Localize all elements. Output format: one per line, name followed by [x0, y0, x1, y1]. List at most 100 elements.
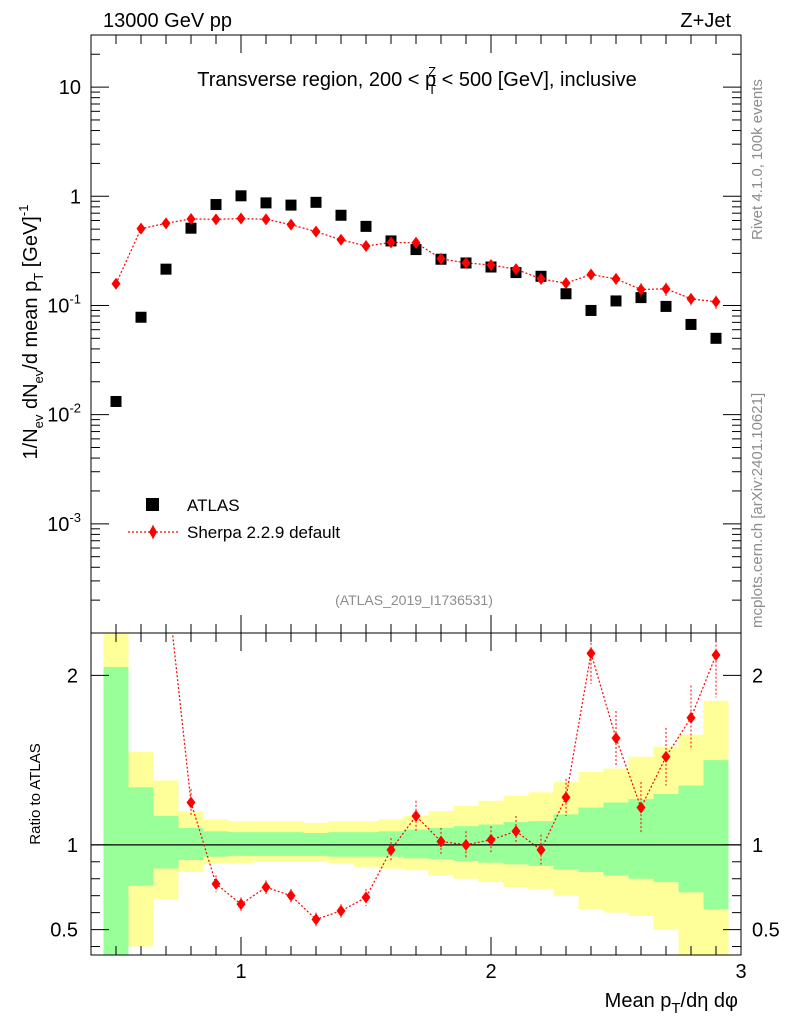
- sherpa-point: [486, 258, 496, 271]
- ratio-band-green: [703, 760, 729, 910]
- sherpa-ratio-point: [586, 647, 596, 660]
- sherpa-ratio-point: [236, 898, 246, 911]
- ratio-band-green: [653, 794, 679, 883]
- sherpa-ratio-point: [186, 796, 196, 809]
- sherpa-ratio-point: [411, 810, 421, 823]
- sherpa-point: [636, 283, 646, 296]
- sherpa-ratio-point: [486, 833, 496, 846]
- sherpa-ratio-point: [386, 843, 396, 856]
- ratio-y-axis-label: Ratio to ATLAS: [27, 743, 44, 844]
- sherpa-point: [461, 256, 471, 269]
- sherpa-point: [386, 236, 396, 249]
- sherpa-ratio-point: [636, 801, 646, 814]
- ratio-band-green: [278, 832, 304, 856]
- sherpa-point: [361, 240, 371, 253]
- ratio-band-green: [178, 827, 204, 861]
- main-frame: [90, 34, 742, 634]
- ratio-band-green: [403, 829, 429, 859]
- atlas-point: [360, 220, 372, 232]
- chart-title: Transverse region, 200 < pZ T < 500 [GeV]…: [197, 64, 636, 97]
- main-y-tick-label: 10-2: [47, 401, 81, 427]
- atlas-point: [685, 318, 697, 330]
- legend-atlas-marker: [146, 498, 159, 511]
- atlas-point: [285, 199, 297, 211]
- atlas-point: [635, 292, 647, 304]
- sherpa-ratio-point: [661, 750, 671, 763]
- sherpa-point: [111, 277, 121, 290]
- ratio-panel: 1 2 3 0.5 0.5 1 1 2 2: [50, 632, 780, 983]
- ratio-band-green: [203, 831, 229, 857]
- ratio-band-green: [603, 802, 629, 876]
- atlas-point: [160, 263, 172, 275]
- sherpa-ratio-point: [336, 904, 346, 917]
- sherpa-point: [311, 225, 321, 238]
- ratio-y-tick-label: 2: [67, 665, 78, 687]
- ratio-series: [171, 633, 721, 927]
- header-left: 13000 GeV pp: [103, 10, 232, 32]
- sherpa-point: [411, 236, 421, 249]
- sherpa-point: [211, 213, 221, 226]
- sherpa-point: [686, 292, 696, 305]
- atlas-point: [560, 288, 572, 300]
- ratio-band-green: [103, 666, 129, 955]
- sherpa-ratio-point: [286, 889, 296, 902]
- atlas-point: [235, 190, 247, 202]
- sherpa-point: [611, 272, 621, 285]
- ratio-band-green: [228, 832, 254, 856]
- main-y-tick-label: 10-1: [47, 291, 81, 317]
- main-y-tick-label: 10: [59, 77, 81, 99]
- sherpa-point: [511, 263, 521, 276]
- atlas-point: [310, 196, 322, 208]
- atlas-point: [110, 395, 122, 407]
- atlas-point: [335, 209, 347, 221]
- x-axis-label: Mean pT/dη dφ: [605, 990, 738, 1017]
- main-y-axis-label: 1/Nev dNev/d mean pT [GeV]-1: [16, 205, 46, 460]
- sherpa-point: [711, 295, 721, 308]
- sherpa-ratio-point: [511, 825, 521, 838]
- ratio-y-tick-label: 0.5: [50, 920, 78, 942]
- ratio-band-green: [553, 814, 579, 870]
- sherpa-ratio-point: [536, 843, 546, 856]
- sherpa-point: [561, 277, 571, 290]
- sherpa-point: [336, 233, 346, 246]
- sherpa-point: [161, 217, 171, 230]
- legend-atlas-label: ATLAS: [187, 496, 240, 515]
- atlas-point: [185, 222, 197, 234]
- sherpa-ratio-point: [436, 835, 446, 848]
- sherpa-point: [536, 272, 546, 285]
- main-y-tick-label: 1: [70, 186, 81, 208]
- atlas-point: [260, 197, 272, 209]
- sherpa-ratio-point: [686, 711, 696, 724]
- ratio-y-tick-label-right: 0.5: [752, 920, 780, 942]
- atlas-point: [610, 295, 622, 307]
- atlas-point: [585, 304, 597, 316]
- ratio-y-tick-label-right: 1: [752, 835, 763, 857]
- sherpa-point: [136, 222, 146, 235]
- ratio-band-green: [253, 832, 279, 856]
- sherpa-ratio-point: [311, 913, 321, 926]
- sherpa-line: [115, 217, 717, 303]
- main-panel: Transverse region, 200 < pZ T < 500 [GeV]…: [16, 34, 742, 634]
- rivet-label: Rivet 4.1.0, 100k events: [749, 79, 766, 240]
- ratio-x-tick-label: 3: [735, 961, 746, 983]
- ratio-band-green: [578, 807, 604, 872]
- ratio-y-tick-label: 1: [67, 835, 78, 857]
- sherpa-point: [261, 213, 271, 226]
- ratio-band-green: [128, 787, 154, 886]
- ratio-band-green: [678, 785, 704, 893]
- sherpa-ratio-point: [361, 891, 371, 904]
- mcplots-label: mcplots.cern.ch [arXiv:2401.10621]: [749, 393, 766, 628]
- sherpa-ratio-point: [711, 649, 721, 662]
- ratio-x-tick-label: 1: [235, 961, 246, 983]
- main-y-tick-label: 10-3: [47, 510, 81, 536]
- sherpa-ratio-point: [611, 732, 621, 745]
- ratio-band-green: [153, 816, 179, 869]
- sherpa-point: [661, 282, 671, 295]
- legend-sherpa-marker: [149, 525, 157, 539]
- ratio-y-tick-label-right: 2: [752, 665, 763, 687]
- sherpa-point: [436, 252, 446, 265]
- sherpa-ratio-point: [261, 881, 271, 894]
- atlas-point: [210, 199, 222, 211]
- sherpa-ratio-point: [561, 791, 571, 804]
